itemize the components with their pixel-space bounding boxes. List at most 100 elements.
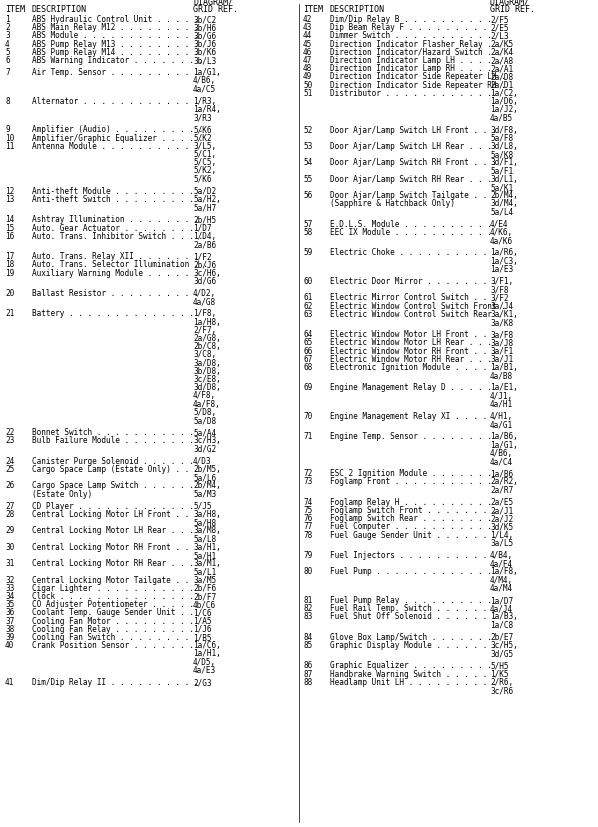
Text: 3a/K1,: 3a/K1, bbox=[490, 309, 518, 318]
Text: 73: 73 bbox=[303, 477, 312, 485]
Text: Anti-theft Switch . . . . . . . . . .: Anti-theft Switch . . . . . . . . . . bbox=[32, 195, 203, 203]
Text: 24: 24 bbox=[5, 457, 14, 466]
Text: 37: 37 bbox=[5, 616, 14, 625]
Text: 1a/H8,: 1a/H8, bbox=[193, 318, 221, 326]
Text: 4/E4: 4/E4 bbox=[490, 219, 508, 228]
Text: Direction Indicator/Hazard Switch . .: Direction Indicator/Hazard Switch . . bbox=[330, 48, 501, 57]
Text: CD Player . . . . . . . . . . . . .: CD Player . . . . . . . . . . . . . bbox=[32, 501, 194, 510]
Text: Fuel Injectors . . . . . . . . . . .: Fuel Injectors . . . . . . . . . . . bbox=[330, 550, 496, 559]
Text: ABS Module . . . . . . . . . . . . .: ABS Module . . . . . . . . . . . . . bbox=[32, 31, 199, 41]
Text: 4a/F4: 4a/F4 bbox=[490, 558, 513, 567]
Text: 3a/H8,: 3a/H8, bbox=[193, 509, 221, 519]
Text: 6: 6 bbox=[5, 56, 10, 65]
Text: 13: 13 bbox=[5, 195, 14, 203]
Text: Door Ajar/Lamp Switch LH Rear . . .: Door Ajar/Lamp Switch LH Rear . . . bbox=[330, 141, 492, 151]
Text: 58: 58 bbox=[303, 227, 312, 237]
Text: 2b/E7: 2b/E7 bbox=[490, 632, 513, 641]
Text: 2a/D1: 2a/D1 bbox=[490, 80, 513, 89]
Text: Battery . . . . . . . . . . . . . .: Battery . . . . . . . . . . . . . . bbox=[32, 309, 194, 318]
Text: 4a/B5: 4a/B5 bbox=[490, 113, 513, 122]
Text: Direction Indicator Lamp RH . . . . .: Direction Indicator Lamp RH . . . . . bbox=[330, 65, 501, 73]
Text: 2a/G8,: 2a/G8, bbox=[193, 333, 221, 342]
Text: Dim/Dip Relay II . . . . . . . . . .: Dim/Dip Relay II . . . . . . . . . . bbox=[32, 677, 199, 686]
Text: Auxiliary Warning Module . . . . . .: Auxiliary Warning Module . . . . . . bbox=[32, 268, 199, 277]
Text: 40: 40 bbox=[5, 640, 14, 649]
Text: 3a/J1: 3a/J1 bbox=[490, 355, 513, 363]
Text: Electric Mirror Control Switch . . .: Electric Mirror Control Switch . . . bbox=[330, 293, 496, 302]
Text: 3/F1,: 3/F1, bbox=[490, 277, 513, 285]
Text: Central Locking Motor Tailgate . . .: Central Locking Motor Tailgate . . . bbox=[32, 575, 199, 584]
Text: Foglamp Switch Rear . . . . . . . .: Foglamp Switch Rear . . . . . . . . bbox=[330, 514, 492, 523]
Text: 1/F8,: 1/F8, bbox=[193, 309, 216, 318]
Text: EEC IX Module . . . . . . . . . . .: EEC IX Module . . . . . . . . . . . bbox=[330, 227, 492, 237]
Text: 3a/M5: 3a/M5 bbox=[193, 575, 216, 584]
Text: 9: 9 bbox=[5, 125, 10, 134]
Text: 3b/D8,: 3b/D8, bbox=[193, 366, 221, 375]
Text: 86: 86 bbox=[303, 661, 312, 670]
Text: 75: 75 bbox=[303, 505, 312, 514]
Text: 5a/M3: 5a/M3 bbox=[193, 489, 216, 498]
Text: CO Adjuster Potentiometer . . . . .: CO Adjuster Potentiometer . . . . . bbox=[32, 600, 194, 609]
Text: Engine Temp. Sensor . . . . . . . .: Engine Temp. Sensor . . . . . . . . bbox=[330, 432, 492, 441]
Text: Cargo Space Lamp Switch . . . . . .: Cargo Space Lamp Switch . . . . . . bbox=[32, 480, 194, 490]
Text: 1a/D7: 1a/D7 bbox=[490, 595, 513, 605]
Text: 3c/H5,: 3c/H5, bbox=[490, 640, 518, 649]
Text: Electric Window Control Switch Front .: Electric Window Control Switch Front . bbox=[330, 301, 506, 310]
Text: 31: 31 bbox=[5, 558, 14, 567]
Text: 20: 20 bbox=[5, 289, 14, 298]
Text: 3a/L5: 3a/L5 bbox=[490, 538, 513, 547]
Text: 57: 57 bbox=[303, 219, 312, 228]
Text: 76: 76 bbox=[303, 514, 312, 523]
Text: Electric Window Control Switch Rear .: Electric Window Control Switch Rear . bbox=[330, 309, 501, 318]
Text: 3/R3: 3/R3 bbox=[193, 113, 212, 122]
Text: Fuel Shut Off Solenoid . . . . . . .: Fuel Shut Off Solenoid . . . . . . . bbox=[330, 612, 496, 620]
Text: 2a/K4: 2a/K4 bbox=[490, 48, 513, 57]
Text: 4/J1,: 4/J1, bbox=[490, 391, 513, 400]
Text: 1a/R6,: 1a/R6, bbox=[490, 248, 518, 257]
Text: 87: 87 bbox=[303, 669, 312, 678]
Text: 74: 74 bbox=[303, 497, 312, 506]
Text: 1a/D6,: 1a/D6, bbox=[490, 97, 518, 106]
Text: 14: 14 bbox=[5, 215, 14, 224]
Text: 3/L5,: 3/L5, bbox=[193, 141, 216, 151]
Text: Auto. Gear Actuator . . . . . . . .: Auto. Gear Actuator . . . . . . . . bbox=[32, 223, 194, 232]
Text: 59: 59 bbox=[303, 248, 312, 257]
Text: 4/D5,: 4/D5, bbox=[193, 657, 216, 666]
Text: GRID REF.: GRID REF. bbox=[193, 5, 238, 14]
Text: 5/K6: 5/K6 bbox=[193, 125, 212, 134]
Text: 2b/C8,: 2b/C8, bbox=[193, 342, 221, 351]
Text: 3c/E8,: 3c/E8, bbox=[193, 375, 221, 384]
Text: 28: 28 bbox=[5, 509, 14, 519]
Text: 1a/B1,: 1a/B1, bbox=[490, 362, 518, 371]
Text: 50: 50 bbox=[303, 80, 312, 89]
Text: Door Ajar/Lamp Switch RH Rear . . .: Door Ajar/Lamp Switch RH Rear . . . bbox=[330, 174, 492, 184]
Text: Anti-theft Module . . . . . . . . . .: Anti-theft Module . . . . . . . . . . bbox=[32, 187, 203, 195]
Text: 5a/F8: 5a/F8 bbox=[490, 134, 513, 142]
Text: Clock . . . . . . . . . . . . . . .: Clock . . . . . . . . . . . . . . . bbox=[32, 591, 194, 600]
Text: 63: 63 bbox=[303, 309, 312, 318]
Text: (Sapphire & Hatchback Only): (Sapphire & Hatchback Only) bbox=[330, 199, 455, 208]
Text: 5a/D2: 5a/D2 bbox=[193, 187, 216, 195]
Text: 2a/K5: 2a/K5 bbox=[490, 40, 513, 49]
Text: Fuel Pump Relay . . . . . . . . . .: Fuel Pump Relay . . . . . . . . . . bbox=[330, 595, 492, 605]
Text: 2b/M4,: 2b/M4, bbox=[490, 191, 518, 200]
Text: Dim/Dip Relay B . . . . . . . . . .: Dim/Dip Relay B . . . . . . . . . . bbox=[330, 15, 492, 24]
Text: 35: 35 bbox=[5, 600, 14, 609]
Text: 3d/D8,: 3d/D8, bbox=[193, 383, 221, 392]
Text: 18: 18 bbox=[5, 260, 14, 269]
Text: 1/C6: 1/C6 bbox=[193, 608, 212, 617]
Text: 15: 15 bbox=[5, 223, 14, 232]
Text: 61: 61 bbox=[303, 293, 312, 302]
Text: 4a/C4: 4a/C4 bbox=[490, 457, 513, 466]
Text: 2b/F7: 2b/F7 bbox=[193, 591, 216, 600]
Text: Electric Window Motor LH Rear . . .: Electric Window Motor LH Rear . . . bbox=[330, 338, 492, 347]
Text: 5/K6: 5/K6 bbox=[193, 174, 212, 184]
Text: 3d/G5: 3d/G5 bbox=[490, 648, 513, 657]
Text: Foglamp Switch Front . . . . . . . .: Foglamp Switch Front . . . . . . . . bbox=[330, 505, 496, 514]
Text: 5a/H8: 5a/H8 bbox=[193, 518, 216, 527]
Text: Electric Window Motor RH Front . . .: Electric Window Motor RH Front . . . bbox=[330, 347, 496, 355]
Text: 26: 26 bbox=[5, 480, 14, 490]
Text: 1a/C2,: 1a/C2, bbox=[490, 88, 518, 98]
Text: 32: 32 bbox=[5, 575, 14, 584]
Text: 3c/H3,: 3c/H3, bbox=[193, 436, 221, 445]
